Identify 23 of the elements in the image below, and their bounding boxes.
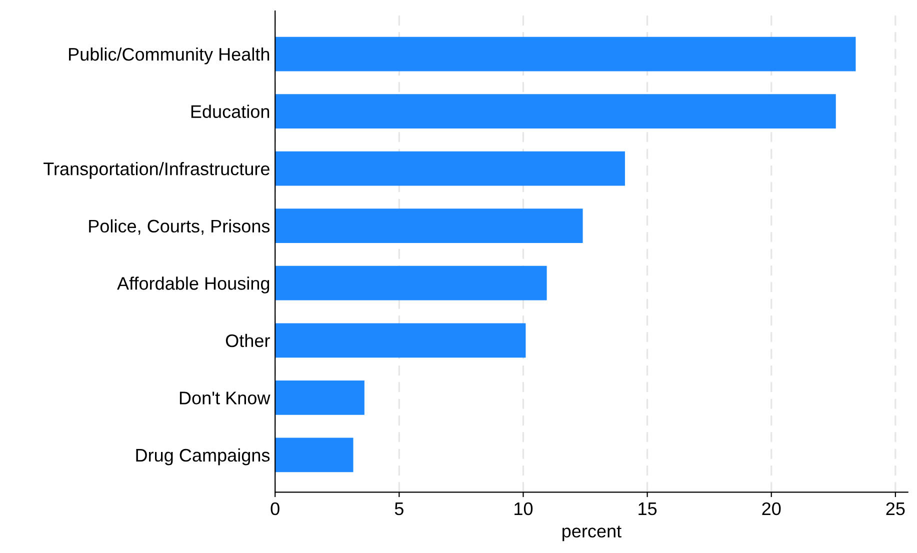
x-tick-label: 10 [514, 502, 533, 516]
y-tick-label: Affordable Housing [117, 276, 270, 294]
bar [275, 94, 836, 128]
bar [275, 151, 625, 186]
bar [275, 323, 526, 358]
x-tick-label: 20 [762, 502, 781, 516]
y-tick-label: Public/Community Health [69, 47, 270, 64]
bar [275, 36, 856, 72]
x-tick-label: 5 [394, 502, 404, 516]
x-tick-label: 0 [270, 502, 280, 516]
y-tick-label: Other [226, 334, 270, 348]
y-tick-label: Transportation/Infrastructure [44, 162, 270, 179]
y-tick-label: Don't Know [180, 392, 270, 404]
y-tick-label: Education [191, 104, 270, 118]
bar [275, 380, 364, 415]
bar [275, 266, 547, 300]
bar [275, 438, 354, 472]
x-axis-title: percent [562, 526, 622, 542]
x-tick-label: 15 [638, 502, 657, 516]
y-tick-label: Police, Courts, Prisons [89, 219, 270, 235]
y-tick-label: Drug Campaigns [136, 448, 270, 466]
bar [275, 208, 583, 244]
x-tick-label: 25 [886, 502, 905, 516]
